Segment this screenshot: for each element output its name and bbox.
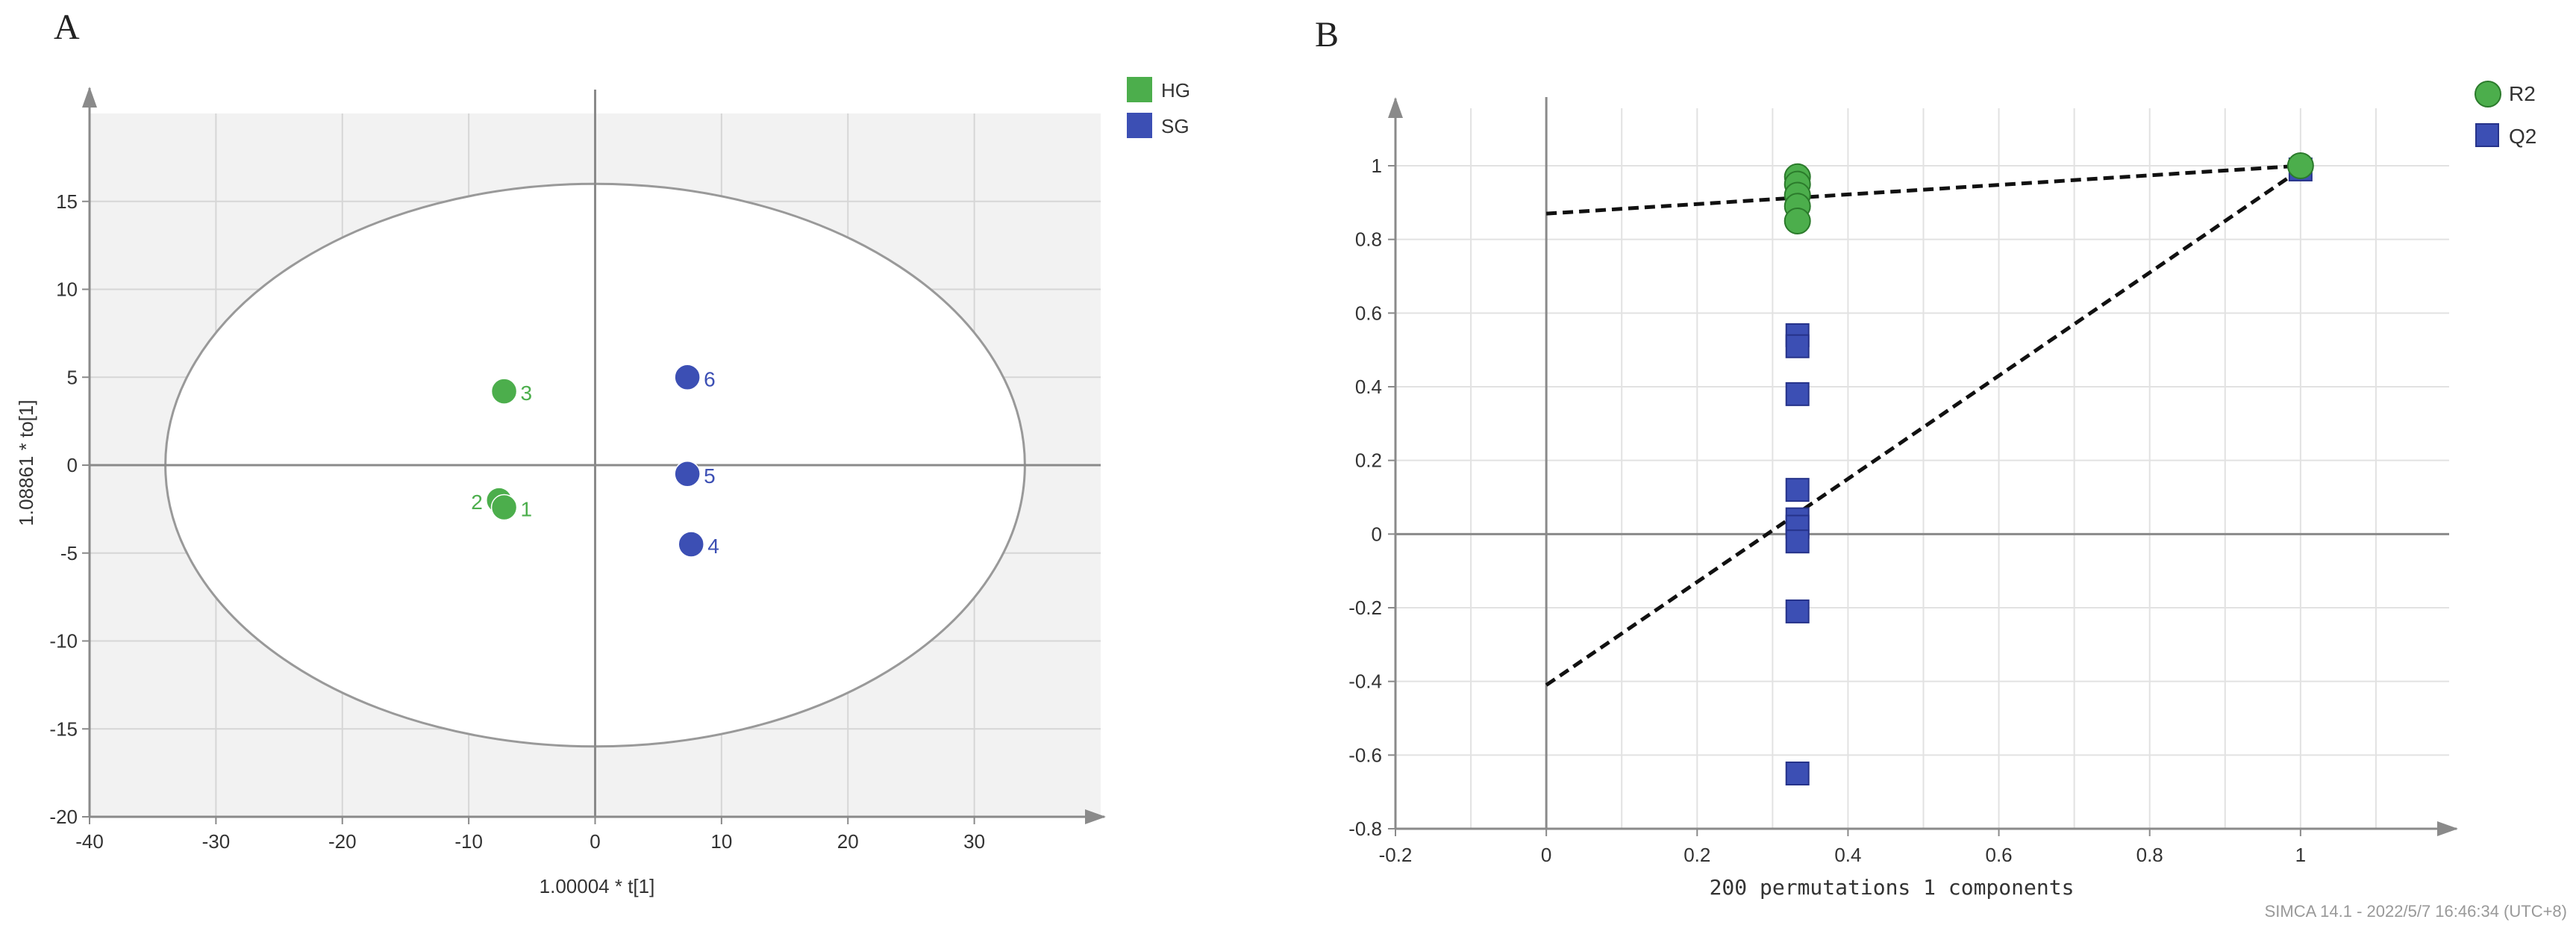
plot-b-axes: [1388, 97, 2458, 836]
x-tick-label: 10: [710, 830, 732, 853]
plot-b-regression-lines: [1545, 164, 2302, 687]
legend-q2-label: Q2: [2509, 125, 2536, 148]
software-footer: SIMCA 14.1 - 2022/5/7 16:46:34 (UTC+8): [2265, 902, 2567, 921]
plot-a-zero-lines: [90, 90, 1101, 817]
plot-a-points: 3 2 1 6 5 4: [471, 364, 719, 558]
panel-b-letter: B: [1315, 15, 1339, 55]
y-tick-label: -0.6: [1348, 744, 1382, 766]
r2-point: [1783, 208, 1811, 234]
x-tick-label: 0.4: [1834, 844, 1861, 866]
y-tick-label: 0.2: [1355, 449, 1382, 472]
q2-point: [1785, 529, 1810, 554]
sample-label: 1: [521, 498, 533, 521]
sample-point-sg: [674, 364, 701, 390]
r2-point: [2286, 152, 2314, 179]
y-tick-label: 0.8: [1355, 228, 1382, 251]
sample-label: 2: [471, 491, 483, 514]
sample-point-hg: [490, 494, 518, 521]
x-tick-label: -20: [328, 830, 357, 853]
plot-a-y-axis-label: 1.08861 * to[1]: [15, 399, 37, 526]
q2-point: [1785, 478, 1810, 502]
y-tick-label: 15: [56, 190, 78, 213]
y-tick-label: 0.4: [1355, 376, 1382, 398]
y-tick-label: -0.8: [1348, 818, 1382, 840]
x-tick-label: 0: [590, 830, 600, 853]
plot-b-legend: R2 Q2: [2475, 81, 2536, 148]
x-tick-label: 0.8: [2136, 844, 2163, 866]
plot-a-legend: HG SG: [1127, 77, 1190, 138]
sample-point-hg: [490, 378, 518, 405]
q2-point: [1785, 599, 1810, 623]
y-tick-label: 0: [1372, 523, 1382, 545]
q2-point: [1785, 382, 1810, 406]
regression-line-r2: [1545, 164, 2301, 216]
x-tick-label: 0.2: [1684, 844, 1710, 866]
legend-q2-marker: [2475, 123, 2499, 147]
legend-hg-swatch: [1127, 77, 1152, 102]
sample-label: 4: [707, 535, 719, 558]
sample-label: 6: [704, 367, 716, 390]
panel-b: B -0.2 0 0.2 0.4 0.6 0.8 1 -0.8 -0.6 -0.4 -0.2 0 0.2…: [1315, 15, 2536, 900]
plot-b-tick-labels: -0.2 0 0.2 0.4 0.6 0.8 1 -0.8 -0.6 -0.4 -0.2 0 0.2 0.…: [1348, 155, 2306, 866]
regression-line-q2: [1545, 167, 2302, 687]
y-tick-label: 5: [67, 366, 78, 388]
y-tick-label: -20: [49, 806, 78, 828]
q2-point: [1785, 334, 1810, 358]
plot-b-x-axis-label: 200 permutations 1 components: [1710, 875, 2075, 900]
plot-a-axes: [82, 87, 1106, 824]
y-tick-label: -15: [49, 717, 78, 740]
legend-hg-label: HG: [1161, 79, 1190, 102]
plot-b-grid: [1395, 108, 2449, 829]
x-tick-label: -40: [75, 830, 104, 853]
x-tick-label: 0: [1541, 844, 1551, 866]
legend-sg-label: SG: [1161, 115, 1189, 137]
y-tick-label: 0: [67, 454, 78, 476]
plot-a-x-axis-label: 1.00004 * t[1]: [540, 875, 655, 897]
legend-r2-marker: [2475, 81, 2501, 108]
panel-a-letter: A: [54, 7, 80, 47]
y-tick-label: -5: [60, 542, 78, 564]
x-tick-label: 20: [837, 830, 859, 853]
y-tick-label: 10: [56, 278, 78, 301]
x-tick-label: 0.6: [1985, 844, 2012, 866]
x-tick-label: -0.2: [1379, 844, 1413, 866]
y-tick-label: -0.4: [1348, 670, 1382, 693]
x-tick-label: 1: [2295, 844, 2306, 866]
plot-b-points: [1783, 152, 2314, 785]
x-tick-label: 30: [963, 830, 985, 853]
x-tick-label: -10: [454, 830, 483, 853]
sample-label: 5: [704, 464, 716, 488]
y-tick-label: 0.6: [1355, 302, 1382, 324]
x-tick-label: -30: [202, 830, 231, 853]
sample-label: 3: [521, 382, 533, 405]
y-tick-label: 1: [1372, 155, 1382, 177]
y-tick-label: -0.2: [1348, 597, 1382, 619]
legend-sg-swatch: [1127, 113, 1152, 138]
legend-r2-label: R2: [2509, 82, 2536, 105]
sample-point-sg: [674, 461, 701, 488]
q2-point: [1785, 762, 1810, 785]
sample-point-sg: [678, 531, 704, 558]
y-tick-label: -10: [49, 630, 78, 653]
